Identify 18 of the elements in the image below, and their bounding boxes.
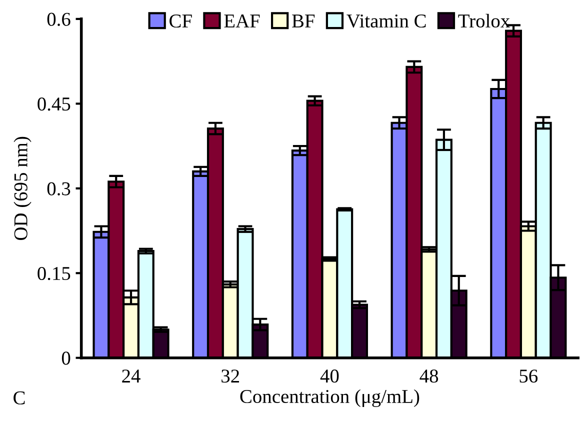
- y-tick-label: 0.45: [38, 97, 70, 111]
- y-axis-title: OD (695 nm): [14, 136, 32, 240]
- legend-label: Trolox: [458, 14, 510, 28]
- x-tick-label: 48: [420, 370, 438, 383]
- x-tick-label: 40: [320, 370, 339, 383]
- legend-label: BF: [292, 14, 315, 28]
- x-tick-label: 56: [520, 370, 538, 383]
- x-tick-label: 24: [122, 370, 140, 382]
- y-tick-label: 0.3: [47, 182, 70, 196]
- legend-label: CF: [170, 14, 192, 28]
- y-tick-label: 0.15: [38, 266, 70, 280]
- y-tick-label: 0: [62, 352, 70, 365]
- text: C: [14, 391, 25, 404]
- x-axis-title: Concentration (μg/mL): [240, 389, 420, 408]
- y-tick-label: 0.6: [47, 12, 70, 26]
- x-tick-label: 32: [222, 370, 240, 383]
- legend-label: EAF: [224, 14, 260, 28]
- legend-label: Vitamin C: [346, 14, 426, 28]
